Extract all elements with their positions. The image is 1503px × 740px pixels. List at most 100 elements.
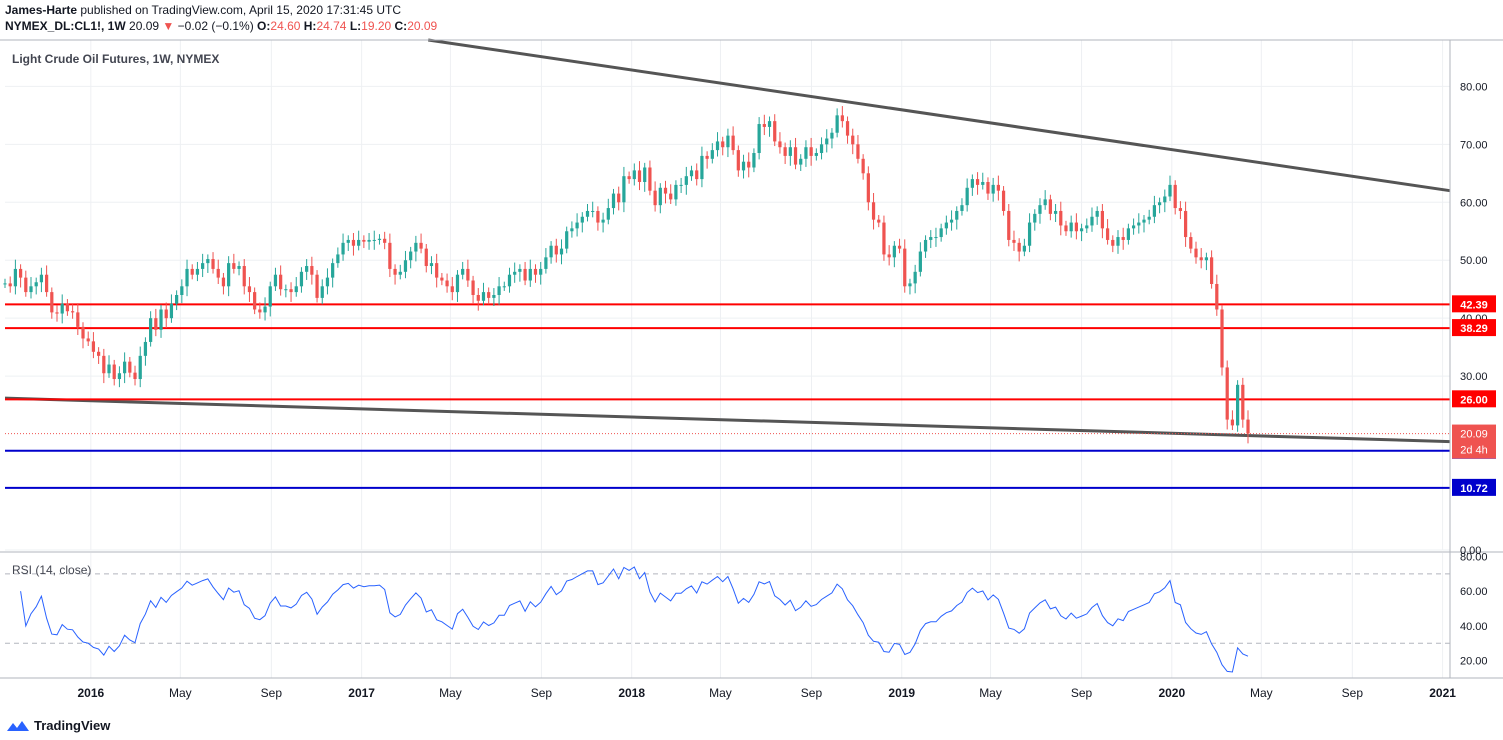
candle-body [731, 135, 735, 151]
candle-body [1105, 228, 1110, 240]
footer: TradingView [6, 718, 110, 733]
candle [908, 278, 912, 295]
candle-body [169, 303, 174, 319]
footer-brand[interactable]: TradingView [34, 718, 111, 733]
candle-body [195, 268, 200, 275]
candle [596, 206, 600, 231]
tradingview-logo-icon[interactable] [6, 719, 30, 733]
candle [1204, 252, 1209, 271]
candle-body [3, 283, 7, 285]
candle-body [861, 158, 865, 174]
candle-body [663, 187, 668, 194]
candle-body [471, 280, 475, 295]
candle-body [13, 268, 18, 287]
candle [221, 272, 226, 295]
candle-body [487, 292, 491, 298]
candle [622, 166, 626, 213]
candle-body [18, 268, 23, 278]
candle [492, 288, 496, 307]
candle [143, 337, 148, 366]
candle [325, 268, 330, 295]
candle-body [1085, 225, 1089, 229]
candle [445, 273, 449, 293]
candle [1001, 186, 1006, 216]
candle [50, 287, 54, 319]
candle [1095, 206, 1099, 225]
candle-body [502, 286, 506, 288]
candle [305, 259, 309, 280]
candle [284, 284, 288, 298]
candle [159, 304, 163, 338]
candle-body [648, 167, 652, 191]
price-tick-label: 0.00 [1460, 545, 1481, 557]
candle [741, 154, 746, 179]
candle [528, 259, 532, 287]
candle-body [357, 239, 361, 246]
candle-body [1241, 384, 1245, 420]
candle [227, 256, 231, 297]
candle-body [871, 202, 876, 220]
candle-body [1017, 242, 1021, 252]
candle [502, 281, 506, 291]
candle [471, 275, 475, 304]
candle [216, 259, 220, 284]
candle-body [814, 153, 818, 156]
candle [39, 267, 44, 293]
candle [934, 227, 938, 247]
candle [263, 297, 267, 321]
time-tick-label: 2016 [77, 686, 104, 700]
candle [783, 142, 787, 165]
candle-body [689, 170, 694, 177]
candle-body [1064, 225, 1068, 232]
price-tick-label: 60.00 [1460, 197, 1488, 209]
candle-body [539, 268, 543, 275]
candle-body [112, 364, 116, 380]
candle-body [242, 266, 246, 287]
candle-body [409, 251, 413, 261]
candle-body [684, 176, 688, 185]
publish-header: James-Harte published on TradingView.com… [5, 2, 437, 34]
candle-body [1131, 225, 1136, 229]
candle-body [721, 141, 725, 148]
author-name[interactable]: James-Harte [5, 3, 78, 17]
candle-body [700, 155, 704, 180]
candle-body [918, 251, 922, 272]
candle-body [107, 364, 111, 374]
candle [273, 267, 278, 291]
candle [1220, 304, 1224, 376]
candle [481, 282, 486, 306]
candle-body [1152, 205, 1157, 217]
candle-body [294, 286, 298, 293]
candle [1043, 190, 1047, 210]
time-tick-label: Sep [1071, 686, 1093, 700]
candle-body [268, 286, 272, 307]
candle [897, 238, 902, 254]
level-axis-label: 26.00 [1460, 394, 1488, 406]
close-value: 20.09 [407, 19, 438, 33]
candle-body [934, 237, 938, 239]
candle-body [1157, 202, 1162, 206]
candle [357, 230, 361, 251]
candle [310, 256, 314, 285]
candle-body [331, 263, 335, 278]
candle [320, 279, 324, 305]
candle [809, 137, 813, 166]
candle [487, 287, 491, 305]
candle-body [549, 245, 553, 258]
time-tick-label: 2021 [1429, 686, 1456, 700]
time-tick-label: Sep [531, 686, 553, 700]
candle-body [913, 271, 917, 284]
candle [1194, 241, 1198, 264]
candle [1121, 227, 1125, 250]
candles [3, 106, 1250, 444]
candle [253, 287, 257, 315]
candle-body [970, 179, 974, 188]
candle [107, 355, 111, 378]
candle [398, 264, 402, 280]
candle-body [461, 268, 465, 275]
candle [336, 247, 340, 268]
candle-body [877, 219, 881, 223]
candle [102, 348, 106, 384]
candle [149, 311, 153, 347]
